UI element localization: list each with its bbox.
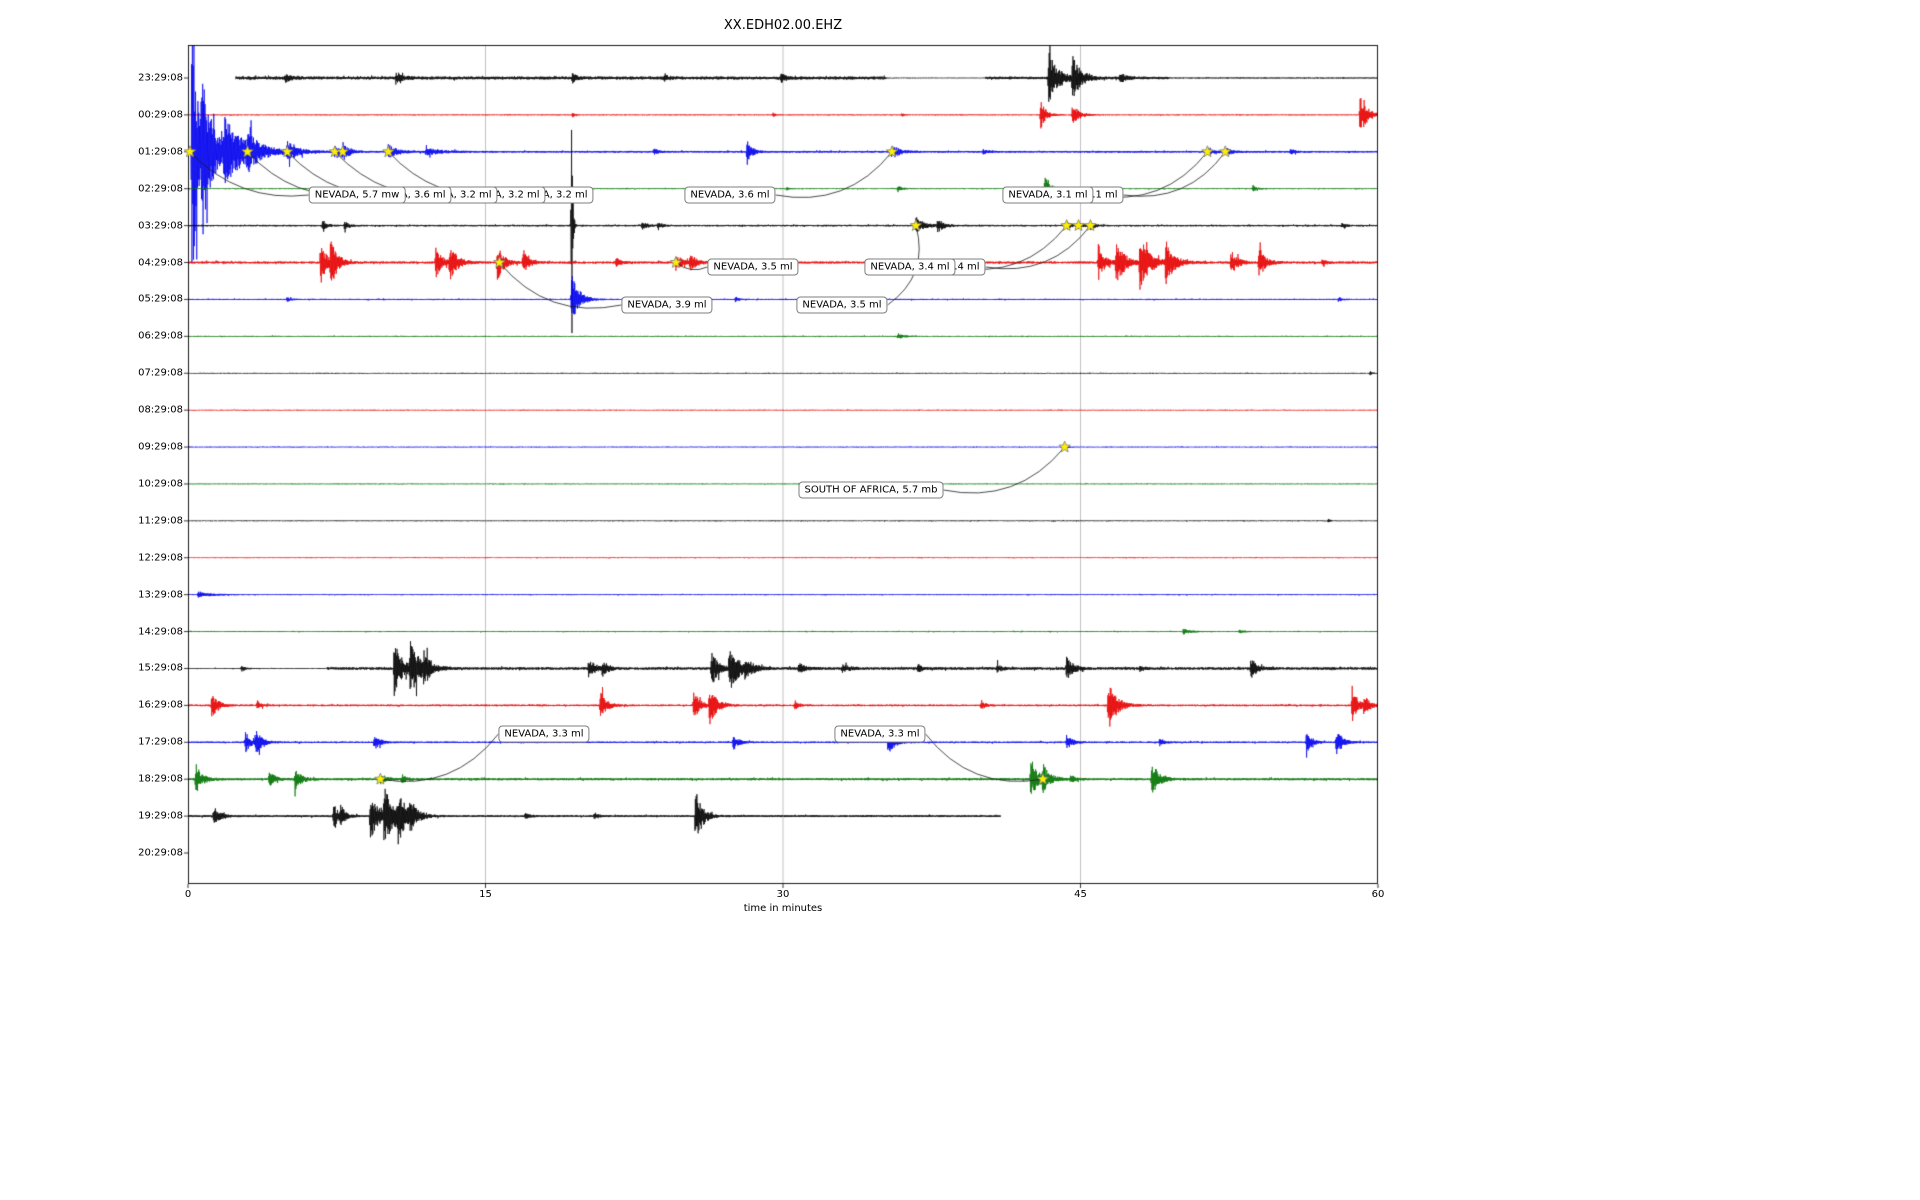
event-annotation: NEVADA, 3.6 ml bbox=[684, 186, 776, 204]
y-tick-label: 05:29:08 bbox=[138, 293, 183, 305]
x-tick-label: 60 bbox=[1371, 889, 1385, 900]
x-axis-title: time in minutes bbox=[743, 903, 823, 914]
event-annotation: NEVADA, 3.1 ml bbox=[1002, 186, 1094, 204]
y-tick-label: 14:29:08 bbox=[138, 626, 183, 638]
y-tick-label: 09:29:08 bbox=[138, 441, 183, 453]
event-annotation: NEVADA, 5.7 mw bbox=[308, 186, 406, 204]
x-tick-label: 45 bbox=[1074, 889, 1087, 900]
y-tick-label: 11:29:08 bbox=[138, 515, 183, 527]
y-tick-label: 02:29:08 bbox=[138, 183, 183, 195]
y-tick-label: 17:29:08 bbox=[138, 736, 183, 748]
y-tick-label: 00:29:08 bbox=[138, 109, 183, 121]
event-annotation: NEVADA, 3.9 ml bbox=[621, 296, 713, 314]
y-tick-label: 06:29:08 bbox=[138, 330, 183, 342]
y-tick-label: 20:29:08 bbox=[138, 847, 183, 859]
y-tick-label: 04:29:08 bbox=[138, 257, 183, 269]
event-annotation: NEVADA, 3.3 ml bbox=[498, 725, 590, 743]
y-tick-label: 08:29:08 bbox=[138, 404, 183, 416]
y-tick-label: 12:29:08 bbox=[138, 552, 183, 564]
event-annotation: NEVADA, 3.3 ml bbox=[834, 725, 926, 743]
x-tick-label: 15 bbox=[479, 889, 492, 900]
y-tick-label: 01:29:08 bbox=[138, 146, 183, 158]
y-tick-label: 19:29:08 bbox=[138, 810, 183, 822]
y-tick-label: 13:29:08 bbox=[138, 589, 183, 601]
y-tick-label: 10:29:08 bbox=[138, 478, 183, 490]
event-annotation: SOUTH OF AFRICA, 5.7 mb bbox=[798, 481, 944, 499]
event-annotation: NEVADA, 3.5 ml bbox=[796, 296, 888, 314]
y-tick-label: 07:29:08 bbox=[138, 367, 183, 379]
event-annotation: NEVADA, 3.4 ml bbox=[864, 258, 956, 276]
chart-title: XX.EDH02.00.EHZ bbox=[723, 18, 843, 33]
x-tick-label: 30 bbox=[776, 889, 790, 900]
y-tick-label: 16:29:08 bbox=[138, 699, 183, 711]
y-tick-label: 03:29:08 bbox=[138, 220, 183, 232]
y-tick-label: 23:29:08 bbox=[138, 72, 183, 84]
y-tick-label: 15:29:08 bbox=[138, 662, 183, 674]
x-tick-label: 0 bbox=[184, 889, 192, 900]
event-annotation: NEVADA, 3.5 ml bbox=[707, 258, 799, 276]
y-tick-label: 18:29:08 bbox=[138, 773, 183, 785]
